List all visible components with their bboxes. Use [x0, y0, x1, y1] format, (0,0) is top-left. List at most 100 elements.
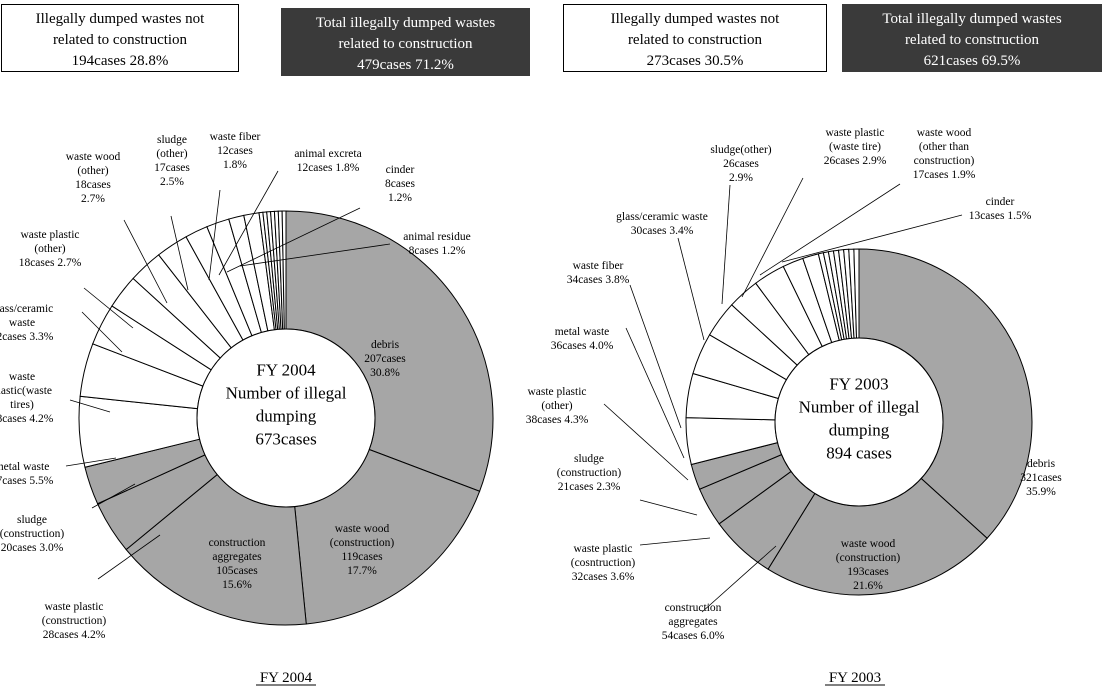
slice-label-line: (other): [77, 165, 108, 177]
slice-label: waste wood (construction) 119cases 17.7%: [330, 523, 395, 577]
slice-label-line: waste wood: [66, 151, 121, 163]
slice-label-line: 37cases 5.5%: [0, 475, 54, 487]
slice-label-line: 15.6%: [222, 579, 252, 591]
summary-line: Illegally dumped wastes not: [610, 11, 780, 27]
summary-line: related to construction: [338, 36, 473, 52]
slice-label-line: 207cases: [364, 353, 406, 365]
slice-label-line: 105cases: [216, 565, 258, 577]
slice-label-line: 193cases: [847, 566, 889, 578]
leader-line: [629, 284, 682, 429]
summary-box-fy2003-not-construction: Illegally dumped wastes not related to c…: [563, 4, 827, 72]
slice-label-line: waste plastic: [573, 543, 632, 555]
summary-line: related to construction: [52, 32, 188, 48]
slice-label-line: (other): [34, 243, 65, 255]
slice-label-line: 26cases 2.9%: [824, 155, 887, 167]
slice-label: waste wood (construction) 193cases 21.6%: [836, 538, 901, 592]
slice-label-line: cinder: [386, 164, 415, 176]
slice-label-line: cinder: [986, 196, 1015, 208]
slice-label: waste fiber 12cases 1.8%: [210, 131, 261, 171]
slice-label-line: sludge: [17, 514, 47, 526]
leader-line: [97, 534, 161, 580]
summary-line: Illegally dumped wastes not: [35, 11, 205, 27]
slice-label-line: waste plastic: [527, 386, 586, 398]
slice-label-line: metal waste: [555, 326, 610, 338]
slice-label: glass/ceramic waste 22cases 3.3%: [0, 303, 54, 343]
slice-label-line: (cosntruction): [571, 557, 636, 569]
slice-label-line: 21.6%: [853, 580, 883, 592]
slice-label-line: 18cases 2.7%: [19, 257, 82, 269]
slice-label-line: 1.8%: [223, 159, 247, 171]
slice-label-line: 13cases 1.5%: [969, 210, 1032, 222]
slice-label: animal excreta 12cases 1.8%: [294, 148, 361, 174]
slice-label: waste plastic (waste tire) 26cases 2.9%: [824, 127, 887, 167]
slice-label: animal residue 8cases 1.2%: [403, 231, 470, 257]
slice-label-line: 18cases: [75, 179, 111, 191]
summary-box-fy2004-construction: Total illegally dumped wastes related to…: [281, 8, 530, 76]
slice-label: sludge (other) 17cases 2.5%: [154, 134, 190, 188]
donut-center-text: FY 2004 Number of illegal dumping 673cases: [226, 361, 347, 449]
slice-label-line: animal excreta: [294, 148, 361, 160]
slice-label-line: (construction): [330, 537, 395, 549]
slice-label: cinder 8cases 1.2%: [385, 164, 416, 204]
leader-line: [639, 499, 698, 516]
slice-label-line: metal waste: [0, 461, 49, 473]
slice-label-line: construction): [914, 155, 975, 167]
donut-center-text: FY 2003 Number of illegal dumping 894 cases: [799, 375, 920, 463]
slice-label-line: 38cases 4.3%: [526, 414, 589, 426]
slice-label-line: 30cases 3.4%: [631, 225, 694, 237]
slice-label-line: (other than: [919, 141, 969, 153]
slice-label-line: (other): [541, 400, 572, 412]
slice-label: waste plastic (cosntruction) 32cases 3.6%: [571, 543, 636, 583]
summary-line: 273cases 30.5%: [646, 53, 744, 69]
slice-label-line: waste: [9, 317, 35, 329]
slice-label-line: tires): [10, 399, 34, 411]
slice-label: waste fiber 34cases 3.8%: [567, 260, 630, 286]
leader-line: [759, 183, 901, 276]
slice-label-line: aggregates: [668, 616, 718, 628]
slice-label-line: sludge: [574, 453, 604, 465]
leader-line: [123, 219, 168, 304]
leader-line: [625, 327, 685, 459]
leader-line: [639, 537, 711, 546]
summary-box-fy2004-not-construction: Illegally dumped wastes not related to c…: [1, 4, 239, 72]
slice-label-line: 32cases 3.6%: [572, 571, 635, 583]
slice-label-line: (construction): [557, 467, 622, 479]
slice-label-line: 17.7%: [347, 565, 377, 577]
slice-label-line: 54cases 6.0%: [662, 630, 725, 642]
leader-line: [701, 545, 777, 613]
slice-label-line: waste fiber: [210, 131, 261, 143]
donut-center-text-line: FY 2004: [256, 361, 316, 380]
slice-label: sludge(other) 26cases 2.9%: [710, 144, 771, 184]
slice-label-line: waste plastic: [825, 127, 884, 139]
summary-line: 479cases 71.2%: [357, 57, 454, 73]
slice-label-line: (construction): [836, 552, 901, 564]
slice-label-line: plastic(waste: [0, 385, 52, 397]
slice-label-line: sludge: [157, 134, 187, 146]
leader-line: [781, 214, 963, 263]
slice-label: construction aggregates 105cases 15.6%: [209, 537, 266, 591]
slice-label-line: 22cases 3.3%: [0, 331, 54, 343]
slice-label-line: glass/ceramic: [0, 303, 53, 315]
slice-label: sludge (construction) 20cases 3.0%: [0, 514, 64, 554]
slice-label-line: sludge(other): [710, 144, 771, 156]
slice-label-line: 28cases 4.2%: [43, 629, 106, 641]
slice-label-line: waste wood: [841, 538, 896, 550]
slice-label: waste plastic (other) 18cases 2.7%: [19, 229, 82, 269]
slice-label-line: 12cases: [217, 145, 253, 157]
slice-label-line: 17cases 1.9%: [913, 169, 976, 181]
leader-line: [208, 189, 221, 281]
slice-label: metal waste 36cases 4.0%: [551, 326, 614, 352]
leader-line: [170, 215, 189, 291]
slice-label: sludge (construction) 21cases 2.3%: [557, 453, 622, 493]
slice-label: debris 321cases 35.9%: [1020, 458, 1062, 498]
leader-line: [603, 403, 689, 481]
slice-label-line: 2.7%: [81, 193, 105, 205]
slice-label: waste plastic (other) 38cases 4.3%: [526, 386, 589, 426]
slice-label-line: (construction): [42, 615, 107, 627]
leader-line: [677, 237, 705, 341]
slice-label-line: construction: [665, 602, 722, 614]
slice-label-line: 21cases 2.3%: [558, 481, 621, 493]
slice-label-line: 34cases 3.8%: [567, 274, 630, 286]
slice-label-line: construction: [209, 537, 266, 549]
slice-label-line: glass/ceramic waste: [616, 211, 708, 223]
